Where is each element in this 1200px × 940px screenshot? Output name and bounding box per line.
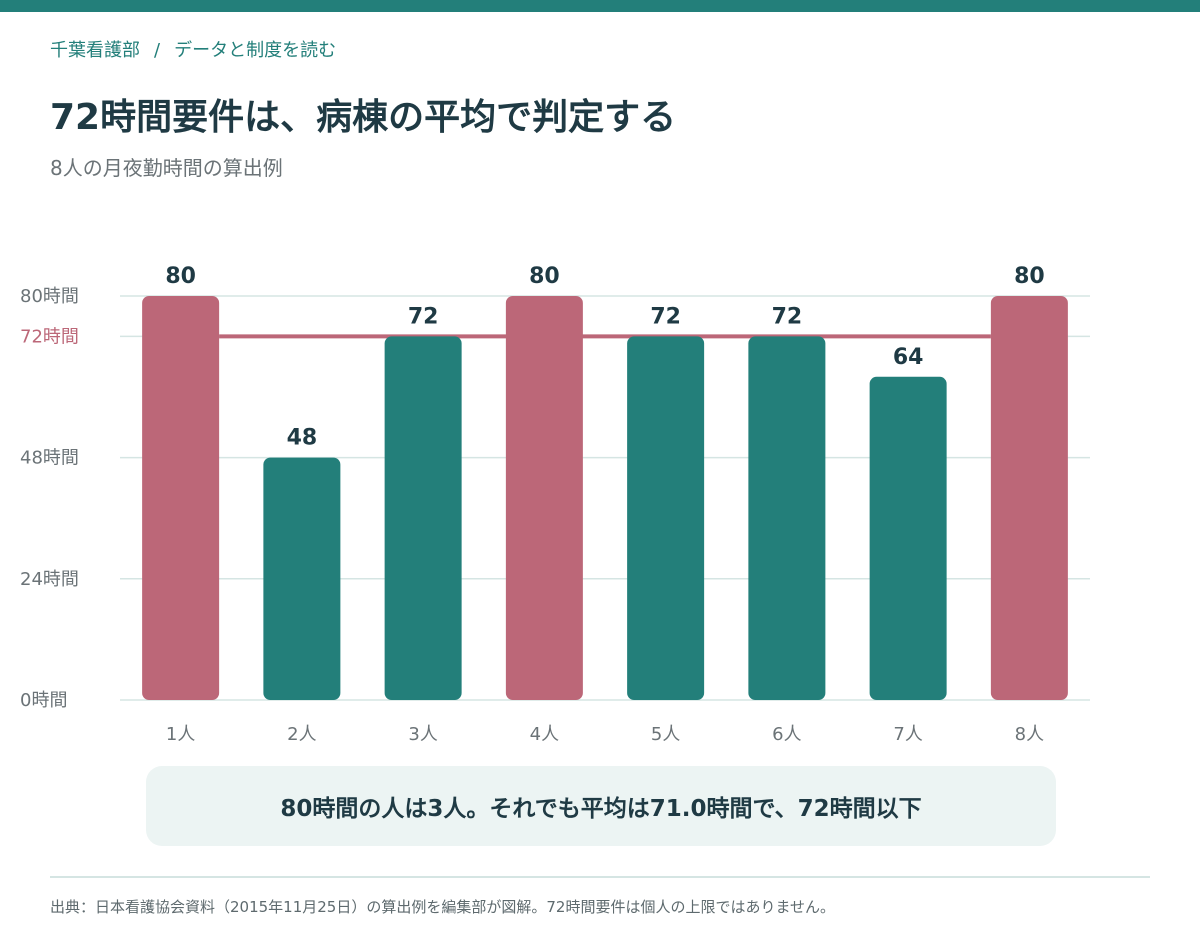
bar-value-label: 80 — [165, 264, 196, 289]
breadcrumb-link-parent[interactable]: 千葉看護部 — [50, 40, 140, 61]
y-tick-label: 72時間 — [20, 326, 79, 347]
y-tick-label: 0時間 — [20, 690, 67, 711]
top-accent-bar — [0, 0, 1200, 12]
x-tick-label: 3人 — [408, 724, 437, 745]
bar — [505, 296, 583, 700]
source-note: 出典：日本看護協会資料（2015年11月25日）の算出例を編集部が図解。72時間… — [50, 898, 835, 916]
bar — [384, 336, 462, 700]
bar — [869, 376, 947, 700]
bar — [990, 296, 1068, 700]
bar-value-label: 64 — [893, 345, 924, 370]
summary-callout: 80時間の人は3人。それでも平均は71.0時間で、72時間以下 — [146, 766, 1056, 846]
y-tick-label: 48時間 — [20, 448, 79, 469]
breadcrumb-link-current[interactable]: データと制度を読む — [174, 40, 337, 61]
x-tick-label: 5人 — [651, 724, 680, 745]
bar-value-label: 72 — [408, 304, 439, 329]
breadcrumb: 千葉看護部 / データと制度を読む — [50, 36, 336, 62]
bar-value-label: 72 — [772, 304, 803, 329]
bar-value-label: 72 — [650, 304, 681, 329]
x-tick-label: 1人 — [166, 724, 195, 745]
page-title: 72時間要件は、病棟の平均で判定する — [50, 97, 677, 138]
bar-value-label: 48 — [287, 426, 318, 451]
x-tick-label: 7人 — [893, 724, 922, 745]
x-tick-label: 2人 — [287, 724, 316, 745]
bar — [142, 296, 220, 700]
bar — [748, 336, 826, 700]
x-tick-label: 4人 — [530, 724, 559, 745]
breadcrumb-separator: / — [154, 40, 161, 61]
summary-callout-text: 80時間の人は3人。それでも平均は71.0時間で、72時間以下 — [280, 796, 922, 822]
x-tick-label: 8人 — [1015, 724, 1044, 745]
bar — [627, 336, 705, 700]
bar-chart: 0時間 24時間 48時間 72時間 80時間 1人 2人 3人 4人 5人 6人 7人 8人 80 48 7… — [20, 264, 1090, 745]
page-subtitle: 8人の月夜勤時間の算出例 — [50, 156, 283, 180]
y-tick-label: 80時間 — [20, 286, 79, 307]
x-tick-label: 6人 — [772, 724, 801, 745]
bar-value-label: 80 — [529, 264, 560, 289]
bar — [263, 457, 341, 700]
y-tick-label: 24時間 — [20, 569, 79, 590]
footer-divider — [50, 876, 1150, 878]
bar-value-label: 80 — [1014, 264, 1045, 289]
